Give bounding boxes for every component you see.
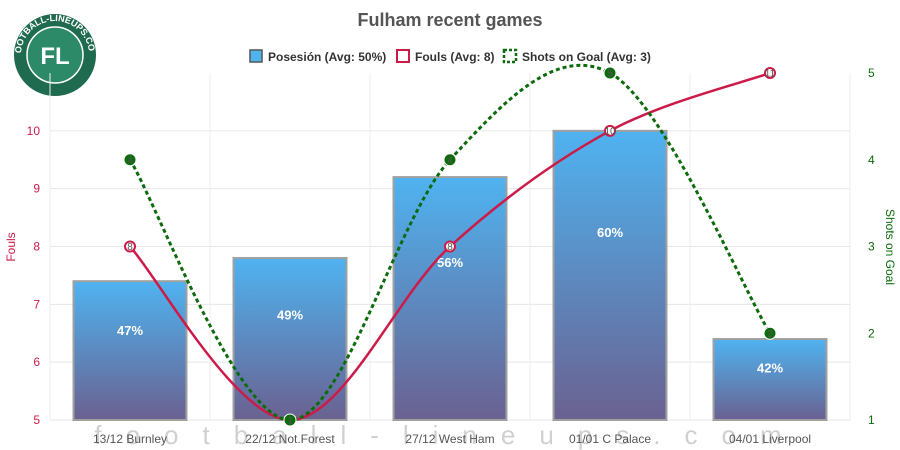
legend: Posesión (Avg: 50%) Fouls (Avg: 8) Shots o… (249, 48, 651, 64)
shots-point-label: 4 (127, 155, 133, 166)
shots-point[interactable] (283, 413, 297, 427)
shots-point[interactable] (603, 66, 617, 80)
legend-item[interactable]: Posesión (Avg: 50%) (249, 49, 386, 64)
y-tick-label: 9 (33, 182, 40, 196)
shots-point-label: 5 (607, 69, 613, 80)
y2-tick-label: 1 (868, 413, 875, 427)
logo-initials: FL (40, 43, 69, 70)
left-axis: 5 6 7 8 9 10 (27, 124, 41, 427)
fouls-point[interactable] (444, 240, 456, 253)
shots-line (128, 63, 772, 422)
shots-point[interactable] (443, 153, 457, 167)
y-tick-label: 8 (33, 240, 40, 254)
bar-data-label: 60% (597, 225, 623, 240)
y2-tick-label: 3 (868, 240, 875, 254)
bar[interactable] (72, 280, 188, 422)
y-tick-label: 10 (27, 124, 41, 138)
legend-item[interactable]: Shots on Goal (Avg: 3) (502, 48, 651, 64)
line-series: 858101141452 (123, 63, 777, 427)
watermark: football-lineups.com (94, 420, 805, 450)
y2-tick-label: 2 (868, 326, 875, 340)
bar-data-label: 56% (437, 255, 463, 270)
x-tick-label: 13/12 Burnley (93, 432, 167, 446)
x-tick-label: 04/01 Liverpool (729, 432, 811, 446)
fouls-point-label: 8 (127, 242, 133, 253)
chart-title: Fulham recent games (357, 10, 542, 30)
category-labels: 13/12 Burnley 22/12 Not.Forest 27/12 West … (93, 432, 811, 446)
y2-axis-title: Shots on Goal (883, 209, 897, 285)
fouls-point-label: 10 (604, 126, 616, 137)
right-axis: 1 2 3 4 5 (868, 66, 875, 427)
y2-tick-label: 5 (868, 66, 875, 80)
legend-label: Fouls (Avg: 8) (415, 50, 495, 64)
shots-point-label: 4 (447, 155, 453, 166)
y2-tick-label: 4 (868, 153, 875, 167)
shots-point[interactable] (123, 153, 137, 167)
y-tick-label: 6 (33, 355, 40, 369)
bar-data-label: 47% (117, 323, 143, 338)
bar-data-label: 42% (757, 360, 783, 375)
legend-swatch (396, 49, 410, 63)
fouls-point[interactable] (604, 124, 616, 137)
bar-data-label: 49% (277, 308, 303, 323)
legend-swatch (502, 48, 518, 64)
legend-item[interactable]: Fouls (Avg: 8) (396, 49, 495, 64)
legend-label: Shots on Goal (Avg: 3) (522, 50, 651, 64)
y-tick-label: 7 (33, 297, 40, 311)
site-logo: FOOTBALL-LINEUPS.COM FL (0, 0, 98, 98)
y-tick-label: 5 (33, 413, 40, 427)
bar[interactable] (552, 129, 668, 421)
fouls-point-label: 11 (765, 69, 776, 80)
legend-label: Posesión (Avg: 50%) (268, 50, 386, 64)
fouls-point[interactable] (764, 67, 776, 79)
x-tick-label: 27/12 West Ham (405, 432, 494, 446)
fouls-point-label: 8 (447, 242, 453, 253)
x-tick-label: 22/12 Not.Forest (245, 432, 335, 446)
bar[interactable] (232, 257, 348, 422)
shots-point-label: 1 (287, 416, 293, 427)
y-axis-title: Fouls (4, 232, 18, 261)
bar-series: 47% 49% 56% 60% 42% (72, 129, 828, 422)
shots-point-label: 2 (767, 329, 773, 340)
fouls-point[interactable] (124, 240, 136, 253)
x-tick-label: 01/01 C Palace (569, 432, 651, 446)
shots-point[interactable] (763, 326, 777, 340)
legend-swatch (249, 49, 263, 63)
bar[interactable] (712, 338, 828, 421)
